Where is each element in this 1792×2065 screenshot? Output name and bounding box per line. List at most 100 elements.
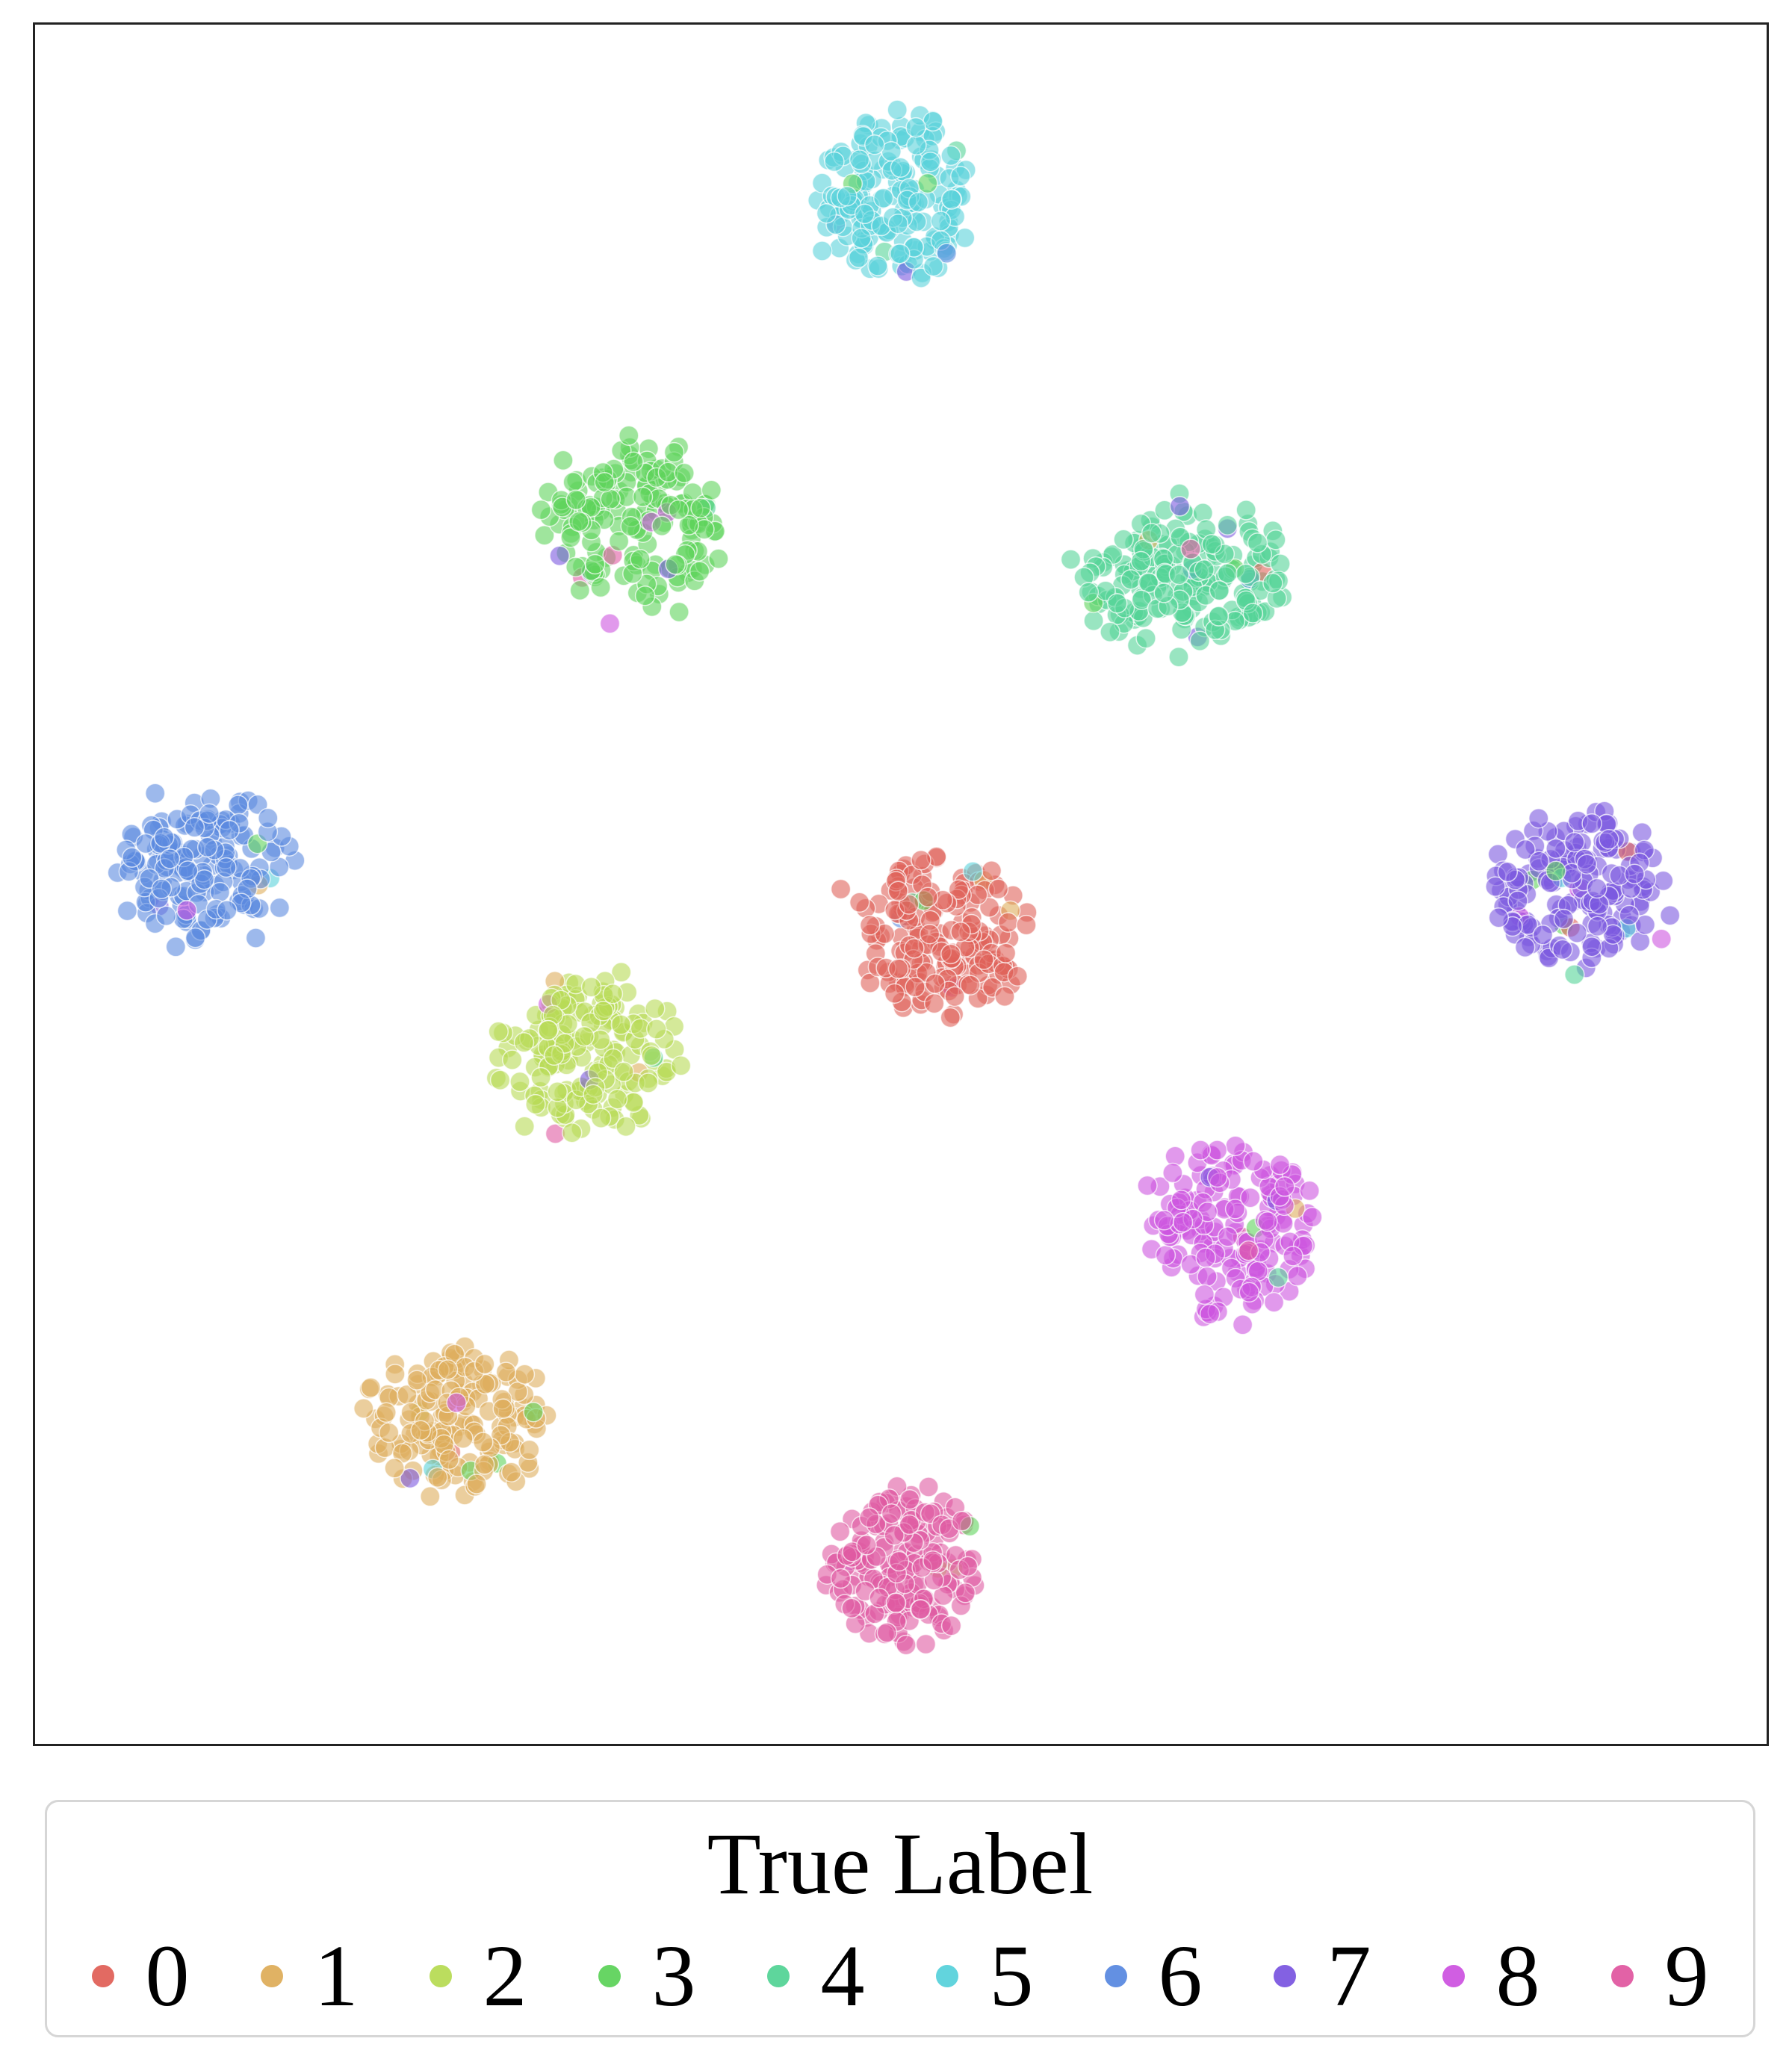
point-7 — [1599, 829, 1619, 850]
point-6 — [219, 819, 240, 841]
point-3 — [674, 462, 695, 484]
cluster-5 — [807, 99, 976, 288]
legend-marker — [429, 1965, 452, 1987]
point-2 — [613, 1061, 634, 1082]
legend-marker — [598, 1965, 621, 1987]
point-8 — [1274, 1176, 1295, 1197]
point-4 — [1208, 606, 1230, 627]
legend-marker — [260, 1965, 283, 1987]
point-1 — [406, 1370, 427, 1391]
point-3 — [678, 515, 699, 535]
point-6 — [177, 860, 199, 881]
point-2 — [525, 1093, 546, 1115]
point-6 — [117, 900, 138, 922]
point-6 — [245, 928, 267, 948]
point-8 — [1263, 1291, 1285, 1313]
point-4 — [1106, 593, 1128, 614]
point-3 — [701, 479, 722, 501]
point-3 — [549, 545, 570, 566]
point-2 — [557, 1013, 578, 1035]
point-1 — [427, 1467, 448, 1488]
point-7 — [1564, 964, 1585, 985]
point-2 — [645, 998, 666, 1019]
legend-label: 3 — [651, 1927, 696, 2025]
point-1 — [500, 1462, 522, 1482]
point-3 — [553, 450, 574, 471]
point-4 — [1236, 563, 1256, 585]
point-0 — [973, 949, 994, 970]
point-3 — [594, 472, 616, 493]
point-9 — [830, 1568, 852, 1589]
point-2 — [641, 1045, 662, 1066]
cluster-3 — [530, 425, 729, 634]
point-2 — [538, 1019, 559, 1041]
point-4 — [1194, 559, 1215, 580]
point-7 — [1488, 907, 1510, 928]
point-2 — [509, 1071, 530, 1093]
point-0 — [859, 915, 881, 936]
point-4 — [1236, 500, 1256, 521]
point-4 — [1265, 530, 1286, 550]
point-0 — [884, 983, 905, 1004]
point-0 — [981, 860, 1002, 881]
point-8 — [1171, 1189, 1192, 1211]
point-5 — [811, 240, 833, 261]
point-4 — [1120, 569, 1141, 590]
point-7 — [1576, 854, 1598, 875]
point-7 — [1634, 914, 1656, 936]
point-3 — [562, 471, 583, 493]
point-8 — [1302, 1206, 1323, 1228]
point-5 — [940, 189, 962, 210]
point-5 — [920, 151, 941, 173]
point-8 — [1195, 1247, 1216, 1268]
point-8 — [1206, 1167, 1228, 1188]
point-2 — [646, 1019, 667, 1040]
point-3 — [590, 577, 611, 598]
point-0 — [962, 861, 984, 882]
point-3 — [584, 553, 606, 575]
point-3 — [623, 451, 644, 473]
point-5 — [936, 243, 958, 264]
legend-item-2: 2 — [394, 1932, 562, 2020]
point-1 — [492, 1398, 513, 1420]
point-3 — [708, 548, 729, 569]
point-1 — [466, 1474, 487, 1494]
point-4 — [1135, 627, 1156, 649]
point-6 — [144, 783, 166, 804]
point-4 — [1168, 646, 1189, 668]
point-1 — [378, 1422, 400, 1444]
point-6 — [155, 905, 177, 926]
point-7 — [1652, 870, 1674, 892]
point-9 — [951, 1511, 973, 1532]
point-8 — [1137, 1175, 1158, 1196]
legend-item-5: 5 — [900, 1932, 1069, 2020]
legend-item-9: 9 — [1575, 1932, 1744, 2020]
point-9 — [915, 1633, 937, 1655]
cluster-7 — [1485, 801, 1681, 985]
point-9 — [899, 1514, 920, 1535]
point-0 — [988, 878, 1009, 900]
scatter-plot — [107, 99, 1681, 1656]
point-8 — [1162, 1162, 1183, 1184]
point-7 — [1507, 890, 1528, 911]
point-0 — [960, 975, 981, 996]
point-4 — [1113, 529, 1134, 550]
point-8 — [1269, 1154, 1291, 1176]
point-7 — [1581, 936, 1602, 957]
point-0 — [917, 886, 938, 907]
point-6 — [176, 900, 197, 921]
point-4 — [1189, 630, 1211, 651]
point-4 — [1209, 580, 1230, 601]
point-8 — [1232, 1314, 1253, 1335]
point-5 — [923, 255, 944, 277]
point-7 — [1631, 822, 1653, 843]
point-7 — [1651, 928, 1672, 949]
point-9 — [910, 1599, 931, 1620]
point-0 — [830, 878, 852, 900]
point-4 — [1217, 515, 1238, 535]
legend-label: 4 — [820, 1927, 865, 2025]
point-1 — [353, 1398, 374, 1419]
point-3 — [669, 601, 689, 623]
point-9 — [876, 1622, 898, 1643]
